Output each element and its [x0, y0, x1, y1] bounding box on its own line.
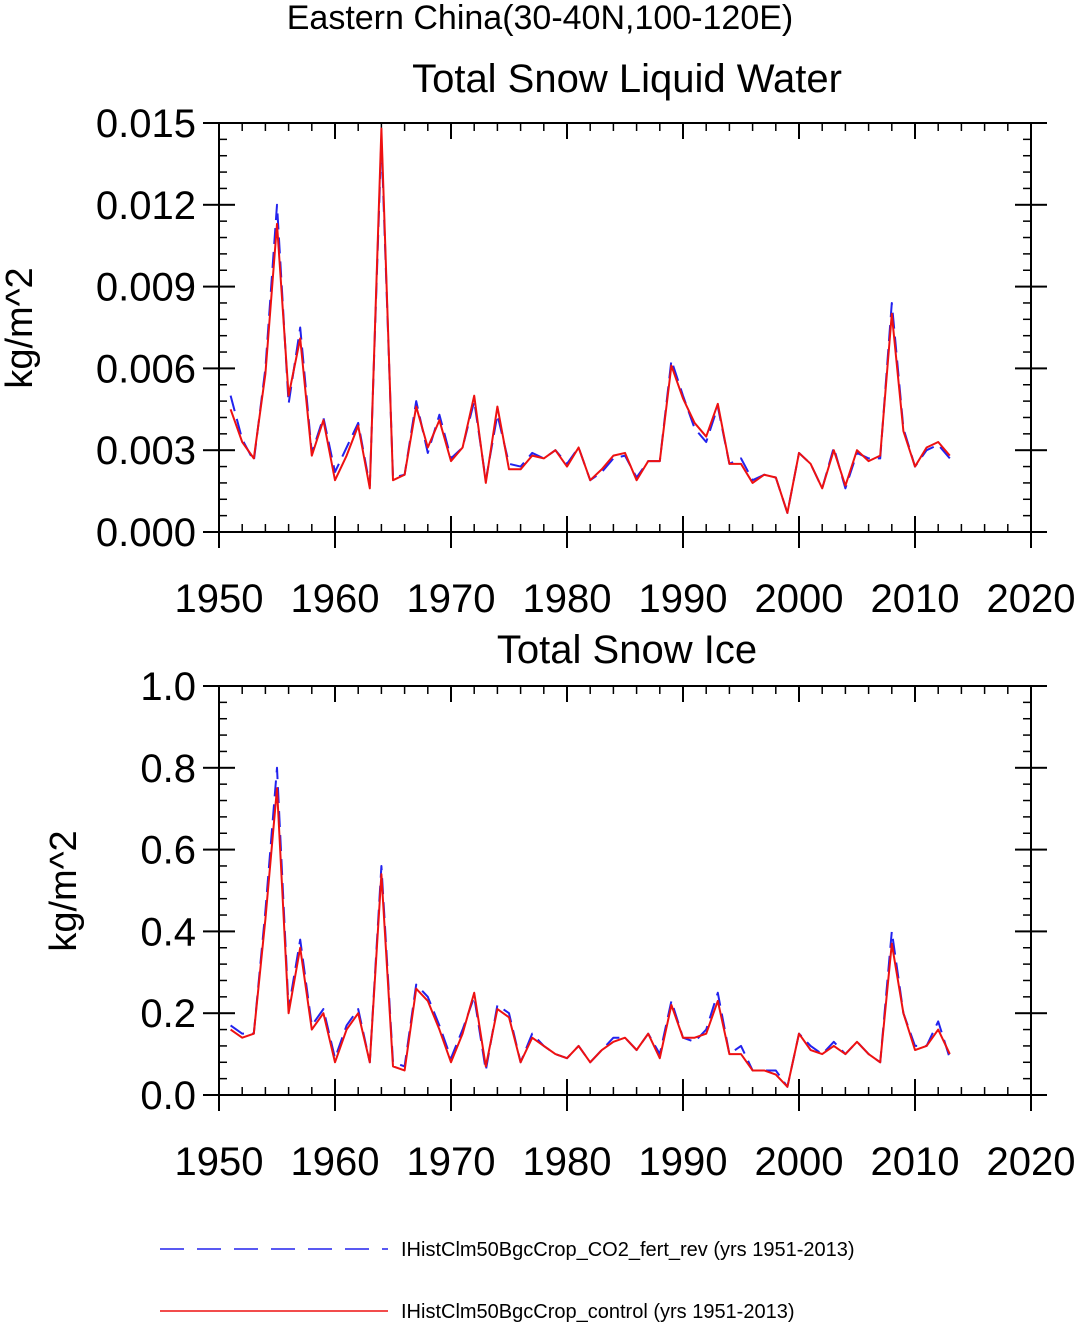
series-line-co2-fert-rev: [229, 138, 951, 514]
x-tick-label: 2010: [871, 1140, 960, 1184]
x-tick-label: 2020: [987, 577, 1076, 621]
y-tick-label: 0.006: [96, 347, 196, 391]
panel-snow-ice: Total Snow Ice kg/m^2 1950 1960 1970 1980 19…: [43, 628, 1075, 1184]
x-tick-label: 1970: [407, 577, 496, 621]
y-tick-label: 0.012: [96, 184, 196, 228]
x-tick-label: 1950: [175, 1140, 264, 1184]
y-axis-label: kg/m^2: [0, 267, 41, 388]
panel-snow-liquid-water: Total Snow Liquid Water kg/m^2 1950 1960 1…: [0, 57, 1075, 621]
x-tick-label: 1970: [407, 1140, 496, 1184]
legend-label-co2-fert-rev: IHistClm50BgcCrop_CO2_fert_rev (yrs 1951…: [401, 1239, 855, 1261]
plot-area: 1950 1960 1970 1980 1990 2000 2010 2020 0.0 0.2 0.…: [140, 665, 1075, 1184]
y-tick-label: 0.8: [140, 747, 196, 791]
y-tick-label: 0.000: [96, 511, 196, 555]
legend-label-control: IHistClm50BgcCrop_control (yrs 1951-2013…: [401, 1301, 795, 1323]
panel-title: Total Snow Ice: [497, 628, 757, 672]
x-tick-label: 2010: [871, 577, 960, 621]
y-tick-label: 0.009: [96, 266, 196, 310]
y-tick-label: 0.6: [140, 829, 196, 873]
x-tick-label: 2000: [755, 1140, 844, 1184]
series-line-co2-fert-rev: [230, 766, 951, 1088]
legend: IHistClm50BgcCrop_CO2_fert_rev (yrs 1951…: [160, 1239, 855, 1323]
panel-title: Total Snow Liquid Water: [412, 57, 842, 101]
y-tick-label: 0.003: [96, 429, 196, 473]
y-tick-label: 0.2: [140, 992, 196, 1036]
x-tick-label: 1990: [639, 1140, 728, 1184]
figure-title: Eastern China(30-40N,100-120E): [287, 0, 794, 37]
y-tick-label: 1.0: [140, 665, 196, 709]
y-tick-label: 0.4: [140, 910, 196, 954]
x-tick-label: 2000: [755, 577, 844, 621]
plot-area: 1950 1960 1970 1980 1990 2000 2010 2020 0.000 0.0…: [96, 102, 1076, 621]
y-axis-label: kg/m^2: [43, 830, 85, 951]
x-tick-label: 1980: [523, 1140, 612, 1184]
series-line-control: [230, 787, 951, 1088]
x-tick-label: 1960: [291, 577, 380, 621]
plot-frame: [218, 122, 1032, 533]
y-tick-label: 0.0: [140, 1074, 196, 1118]
x-tick-label: 1960: [291, 1140, 380, 1184]
x-tick-label: 1950: [175, 577, 264, 621]
x-tick-label: 1980: [523, 577, 612, 621]
x-tick-label: 1990: [639, 577, 728, 621]
series-line-control: [229, 127, 951, 514]
x-tick-label: 2020: [987, 1140, 1076, 1184]
y-tick-label: 0.015: [96, 102, 196, 146]
plot-frame: [218, 685, 1032, 1096]
